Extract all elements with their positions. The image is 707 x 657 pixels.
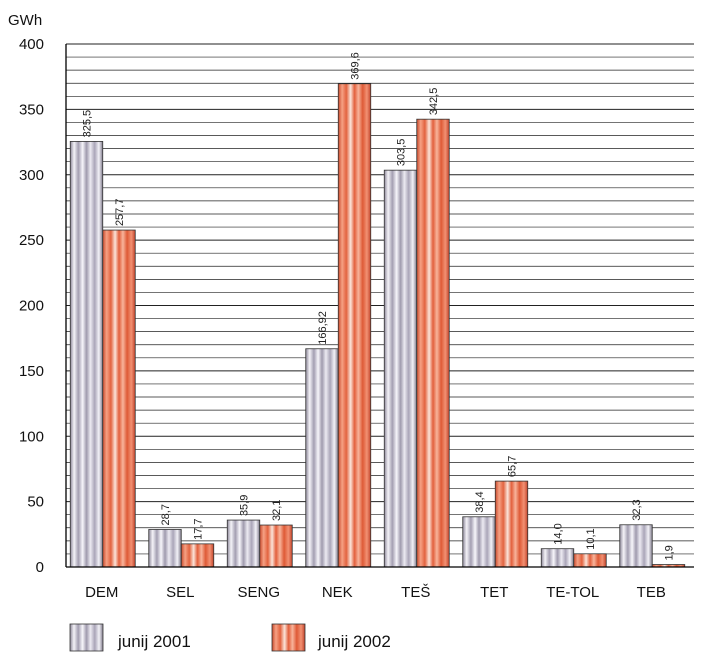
y-tick-label: 250 <box>19 232 44 249</box>
legend-swatch <box>271 623 306 652</box>
x-tick-label: NEK <box>322 584 353 601</box>
bar-value-label: 38,4 <box>474 491 486 512</box>
bar-value-label: 32,3 <box>631 499 643 520</box>
x-tick-label: TEB <box>637 584 666 601</box>
bar-junij-2001 <box>383 169 418 568</box>
y-tick-label: 100 <box>19 428 44 445</box>
bar-junij-2001 <box>69 141 104 568</box>
bar-junij-2002 <box>259 524 293 568</box>
bars <box>69 83 686 568</box>
y-tick-label: 150 <box>19 363 44 380</box>
bar-junij-2001 <box>462 516 496 568</box>
bar-junij-2002 <box>180 543 215 568</box>
legend-label: junij 2001 <box>117 632 191 651</box>
bar-junij-2002 <box>494 480 529 568</box>
bar-value-label: 257,7 <box>114 199 126 227</box>
bar-value-label: 35,9 <box>239 495 251 516</box>
y-axis-ticks: 0 50 100 150 200 250 300 350 400 <box>19 36 44 576</box>
bar-value-label: 342,5 <box>428 88 440 116</box>
bar-value-label: 325,5 <box>82 110 94 138</box>
x-tick-label: DEM <box>85 584 118 601</box>
value-labels: 325,5 257,7 28,7 17,7 35,9 32,1 166,92 369,6 303… <box>82 52 676 560</box>
bar-junij-2001 <box>226 519 261 568</box>
bar-junij-2002 <box>102 229 136 568</box>
x-tick-label: SEL <box>166 584 194 601</box>
bar-junij-2001 <box>540 548 575 568</box>
y-tick-label: 300 <box>19 167 44 184</box>
x-tick-label: TE-TOL <box>546 584 599 601</box>
bar-value-label: 17,7 <box>193 518 205 539</box>
bar-value-label: 28,7 <box>160 504 172 525</box>
bar-junij-2002 <box>416 118 450 568</box>
x-axis-ticks: DEM SEL SENG NEK TEŠ TET TE-TOL TEB <box>85 584 666 601</box>
bar-value-label: 369,6 <box>350 52 362 80</box>
bar-junij-2002 <box>573 553 607 568</box>
bar-value-label: 166,92 <box>317 311 329 345</box>
bar-junij-2001 <box>619 524 653 568</box>
legend-label: junij 2002 <box>317 632 391 651</box>
bar-junij-2002 <box>337 83 372 568</box>
bar-value-label: 65,7 <box>507 456 519 477</box>
y-axis-label: GWh <box>8 12 42 29</box>
bar-junij-2001 <box>148 529 182 568</box>
gridlines <box>66 43 694 555</box>
bar-value-label: 1,9 <box>664 545 676 560</box>
y-tick-label: 200 <box>19 298 44 315</box>
y-tick-label: 350 <box>19 101 44 118</box>
x-tick-label: SENG <box>237 584 280 601</box>
legend: junij 2001 junij 2002 <box>69 623 391 652</box>
bar-value-label: 303,5 <box>396 139 408 167</box>
bar-value-label: 14,0 <box>553 523 565 544</box>
x-tick-label: TET <box>480 584 508 601</box>
y-tick-label: 400 <box>19 36 44 53</box>
bar-junij-2001 <box>305 348 339 568</box>
y-tick-label: 50 <box>27 494 44 511</box>
x-tick-label: TEŠ <box>401 584 430 601</box>
bar-value-label: 32,1 <box>271 500 283 521</box>
y-tick-label: 0 <box>36 559 44 576</box>
bar-value-label: 10,1 <box>585 528 597 549</box>
legend-swatch <box>69 623 104 652</box>
